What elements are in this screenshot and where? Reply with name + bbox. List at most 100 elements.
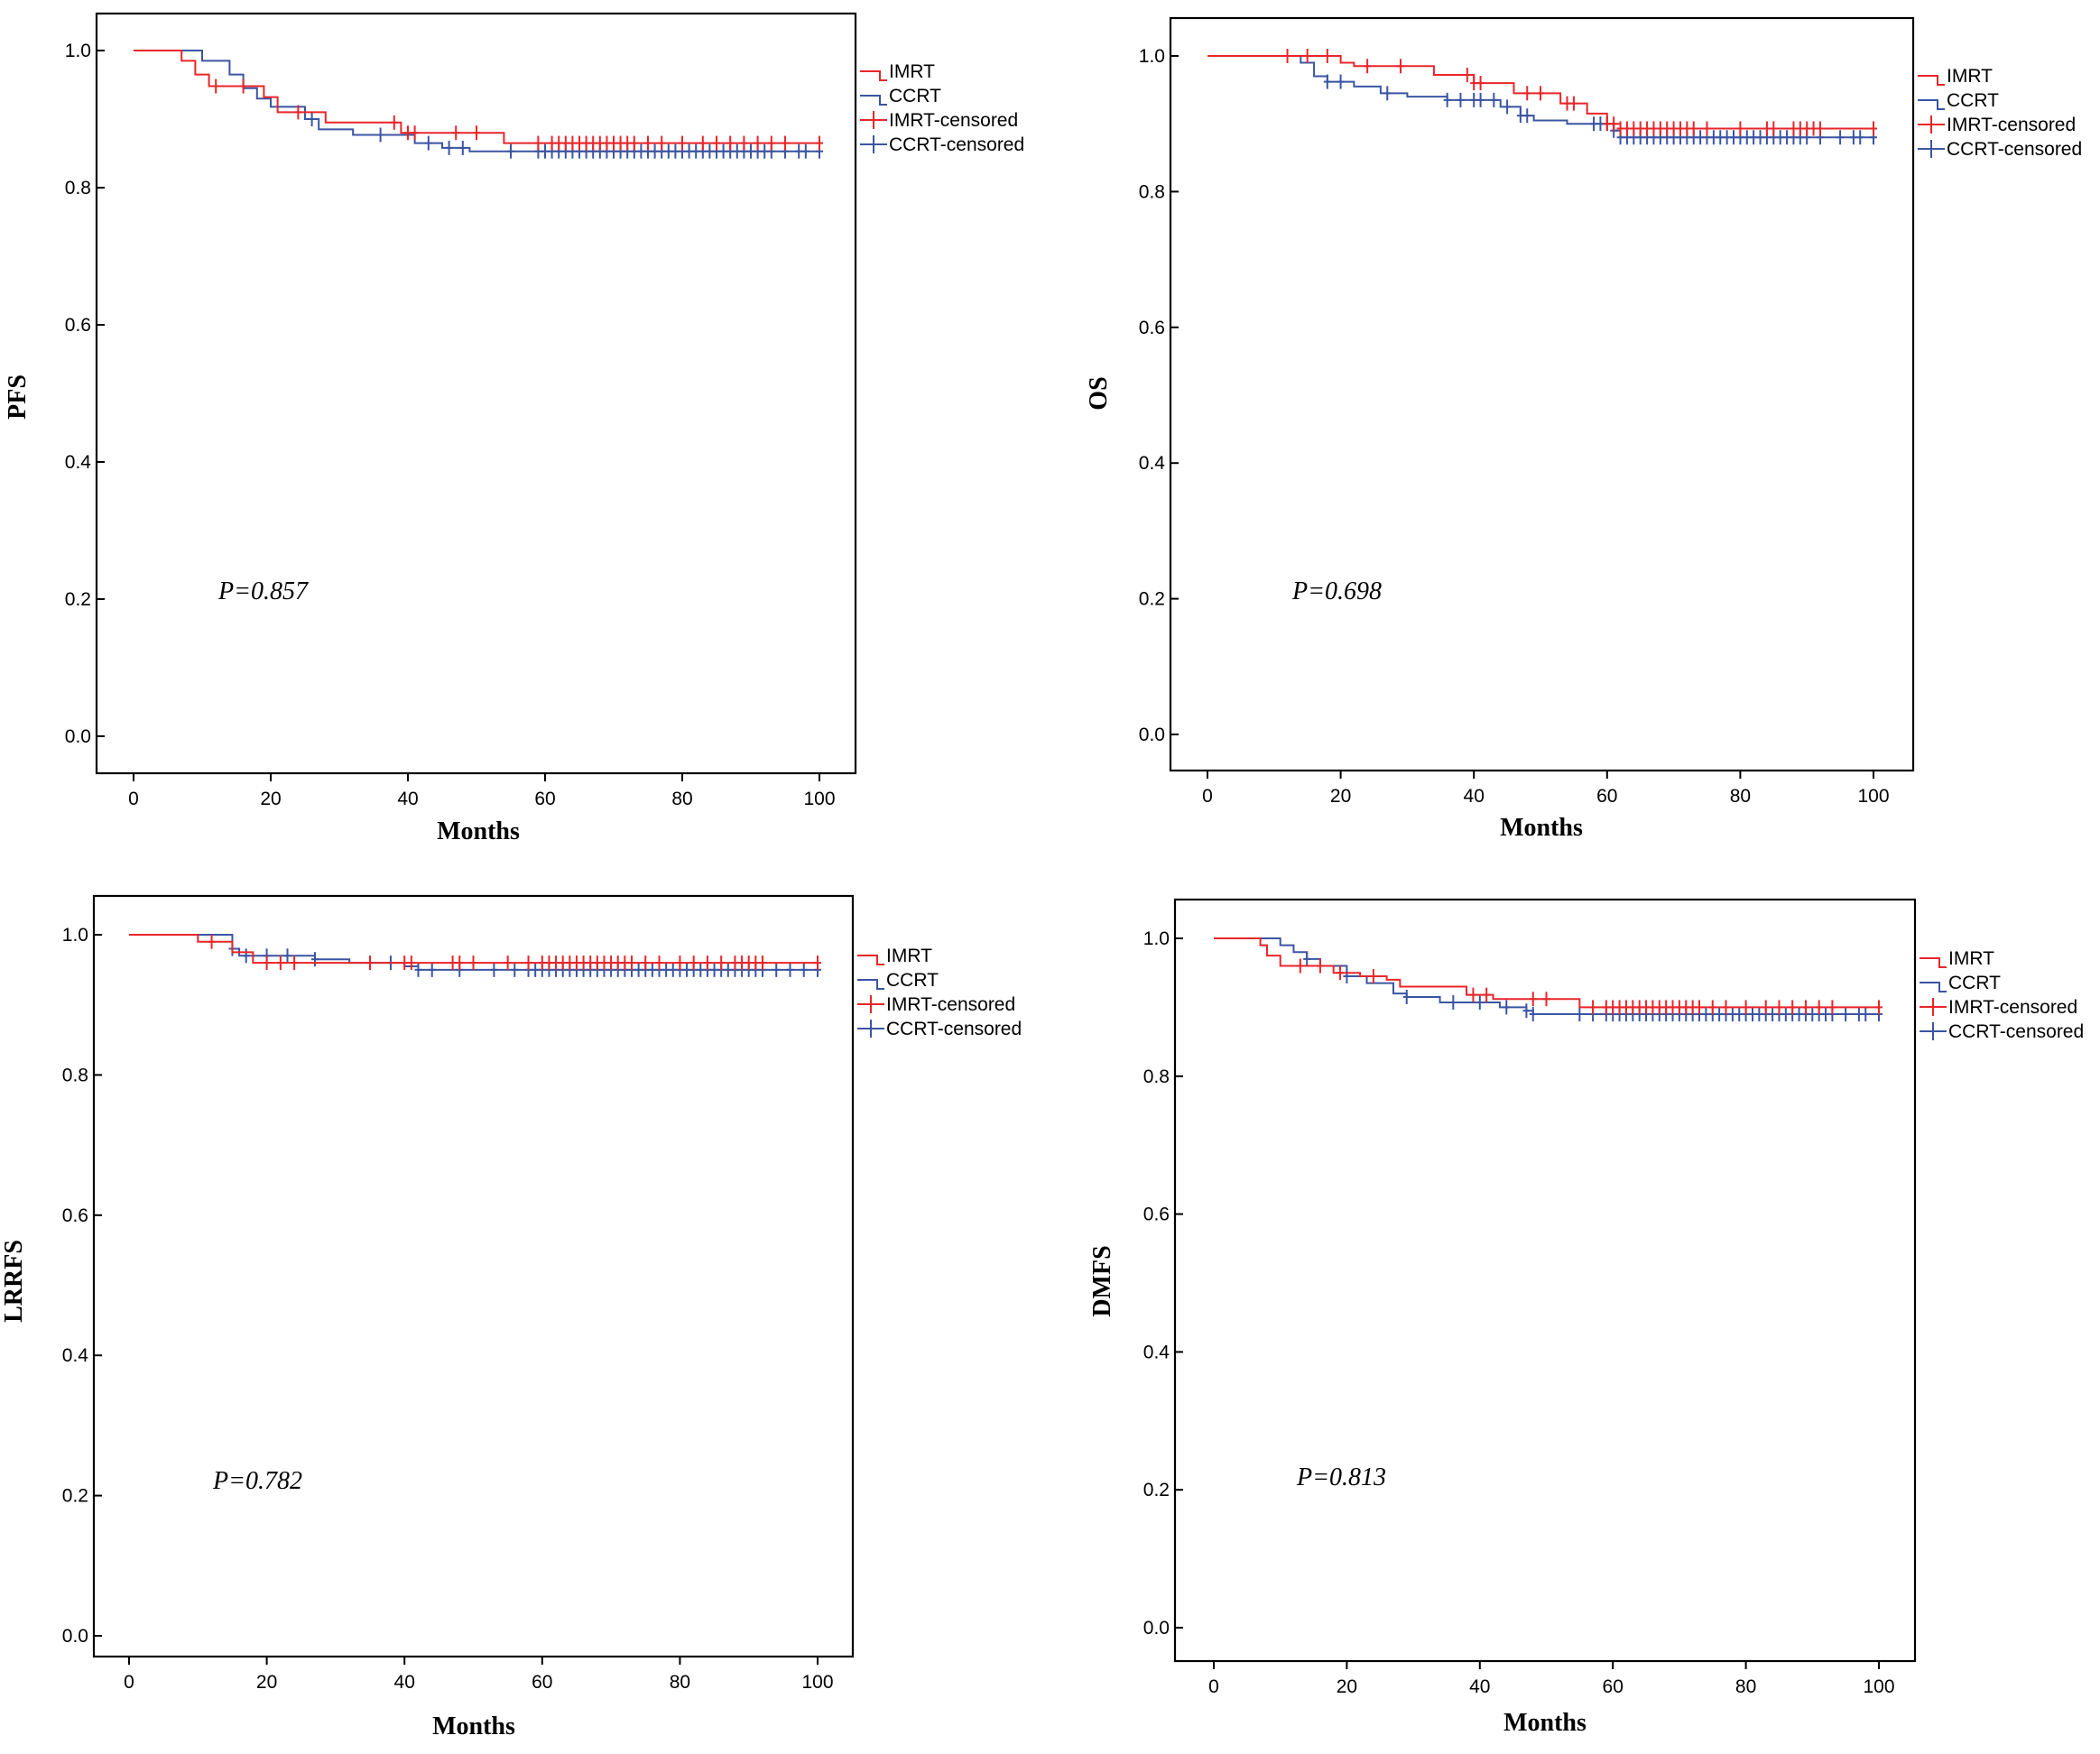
p-value-label: P=0.813 [1296,1463,1386,1491]
censor-mark-imrt [1622,1000,1630,1015]
censor-mark-imrt [1463,68,1471,83]
censor-mark-imrt [1816,121,1824,136]
y-tick-label: 0.2 [1139,589,1165,610]
legend: IMRT CCRT IMRT-censored CCRT-censored [860,61,1024,155]
censor-mark-imrt [552,955,560,971]
censor-mark-ccrt [801,143,809,159]
km-curve-ccrt [1214,937,1879,1016]
censor-mark-imrt [655,955,663,971]
censor-mark-imrt [1688,1000,1697,1015]
legend-label: CCRT-censored [889,134,1024,155]
censor-mark-imrt [1675,1000,1683,1015]
censor-mark-imrt [208,934,216,949]
censor-mark-imrt [1656,121,1664,136]
censor-mark-ccrt [1776,130,1784,145]
legend-item-imrt-censored: IMRT-censored [857,994,1015,1015]
censor-mark-imrt [627,955,635,971]
x-axis-title: Months [1503,1709,1587,1737]
censor-mark-imrt [1670,121,1678,136]
censor-mark-imrt [1537,86,1544,101]
censor-mark-imrt [726,135,735,151]
censor-mark-imrt [1770,121,1778,136]
y-tick-label: 0.4 [62,1345,89,1366]
censor-mark-imrt [703,955,711,971]
y-tick-label: 1.0 [65,41,91,61]
censor-mark-imrt [713,135,720,151]
y-tick-label: 0.8 [62,1065,88,1085]
censor-mark-ccrt [1523,108,1531,124]
y-tick-label: 1.0 [62,925,88,946]
censor-mark-imrt [566,955,574,971]
censor-mark-imrt [1602,1000,1610,1015]
censor-mark-imrt [449,955,457,971]
censor-mark-imrt [263,955,271,971]
km-panel-pfs: 0 20 40 60 80 100 0.0 0.2 0.4 0.6 0.8 1.0 Months PFS P… [4,12,1024,845]
legend-item-ccrt: CCRT [857,970,939,991]
censor-mark-imrt [1790,121,1798,136]
censor-mark-imrt [1615,1000,1624,1015]
censor-mark-imrt [1563,96,1571,111]
censor-mark-ccrt [1503,99,1512,115]
censor-mark-imrt [473,125,480,141]
x-tick-label: 40 [1469,1676,1490,1697]
censor-mark-ccrt [761,143,769,159]
x-tick-label: 60 [1603,1676,1624,1697]
censor-mark-imrt [1616,121,1624,136]
censor-mark-imrt [621,955,629,971]
censor-mark-imrt [679,135,686,151]
censor-mark-ccrt [1590,116,1598,132]
censor-mark-imrt [1609,1000,1617,1015]
censor-mark-ccrt [311,952,319,967]
censor-mark-imrt [717,955,726,971]
legend-label: IMRT [886,946,932,966]
censor-mark-ccrt [1516,108,1524,124]
censor-mark-imrt [740,135,748,151]
censor-mark-imrt [1603,116,1611,132]
censor-mark-imrt [644,135,652,151]
x-tick-label: 0 [124,1672,134,1693]
censor-mark-imrt [1283,49,1291,63]
censor-mark-imrt [555,135,563,151]
y-axis-title: PFS [4,374,32,420]
censor-mark-imrt [1870,121,1877,136]
censor-mark-ccrt [1702,1007,1710,1022]
km-panel-os: 0 20 40 60 80 100 0.0 0.2 0.4 0.6 0.8 1.0 Months OS P=… [1085,16,2082,842]
censor-mark-ccrt [637,143,645,159]
plot-frame [95,12,857,775]
censor-mark-imrt [600,955,608,971]
legend-label: CCRT-censored [886,1019,1022,1039]
legend: IMRT CCRT IMRT-censored CCRT-censored [1920,948,2084,1042]
legend-label: CCRT [1947,90,1999,111]
censor-mark-ccrt [733,143,741,159]
plot-frame [1169,16,1915,772]
censor-mark-imrt [1296,958,1304,974]
censor-mark-imrt [1369,969,1377,984]
censor-mark-ccrt [507,143,514,159]
censor-mark-imrt [1775,1000,1783,1015]
censor-mark-imrt [630,135,638,151]
legend-item-imrt: IMRT [1920,948,1994,969]
censor-mark-ccrt [648,962,656,977]
censor-mark-imrt [572,955,580,971]
x-tick-label: 60 [534,789,555,809]
censor-mark-ccrt [685,143,693,159]
y-tick-label: 0.6 [65,315,91,336]
censor-mark-ccrt [664,143,672,159]
censor-mark-imrt [1762,121,1771,136]
censor-mark-imrt [1736,121,1744,136]
censor-mark-imrt [1523,86,1531,101]
censor-mark-imrt [1742,1000,1750,1015]
censor-mark-imrt [276,955,284,971]
censor-mark-ccrt [1383,86,1392,101]
censor-mark-ccrt [662,962,671,977]
censor-mark-imrt [758,955,766,971]
censor-mark-imrt [1316,958,1324,974]
censor-mark-ccrt [1343,969,1351,984]
x-tick-label: 0 [1202,786,1213,807]
censor-mark-ccrt [532,962,540,977]
censor-mark-imrt [1569,96,1577,111]
censor-mark-imrt [404,125,412,141]
censor-mark-ccrt [1748,1007,1756,1022]
censor-mark-imrt [607,955,615,971]
censor-mark-imrt [1364,59,1372,74]
